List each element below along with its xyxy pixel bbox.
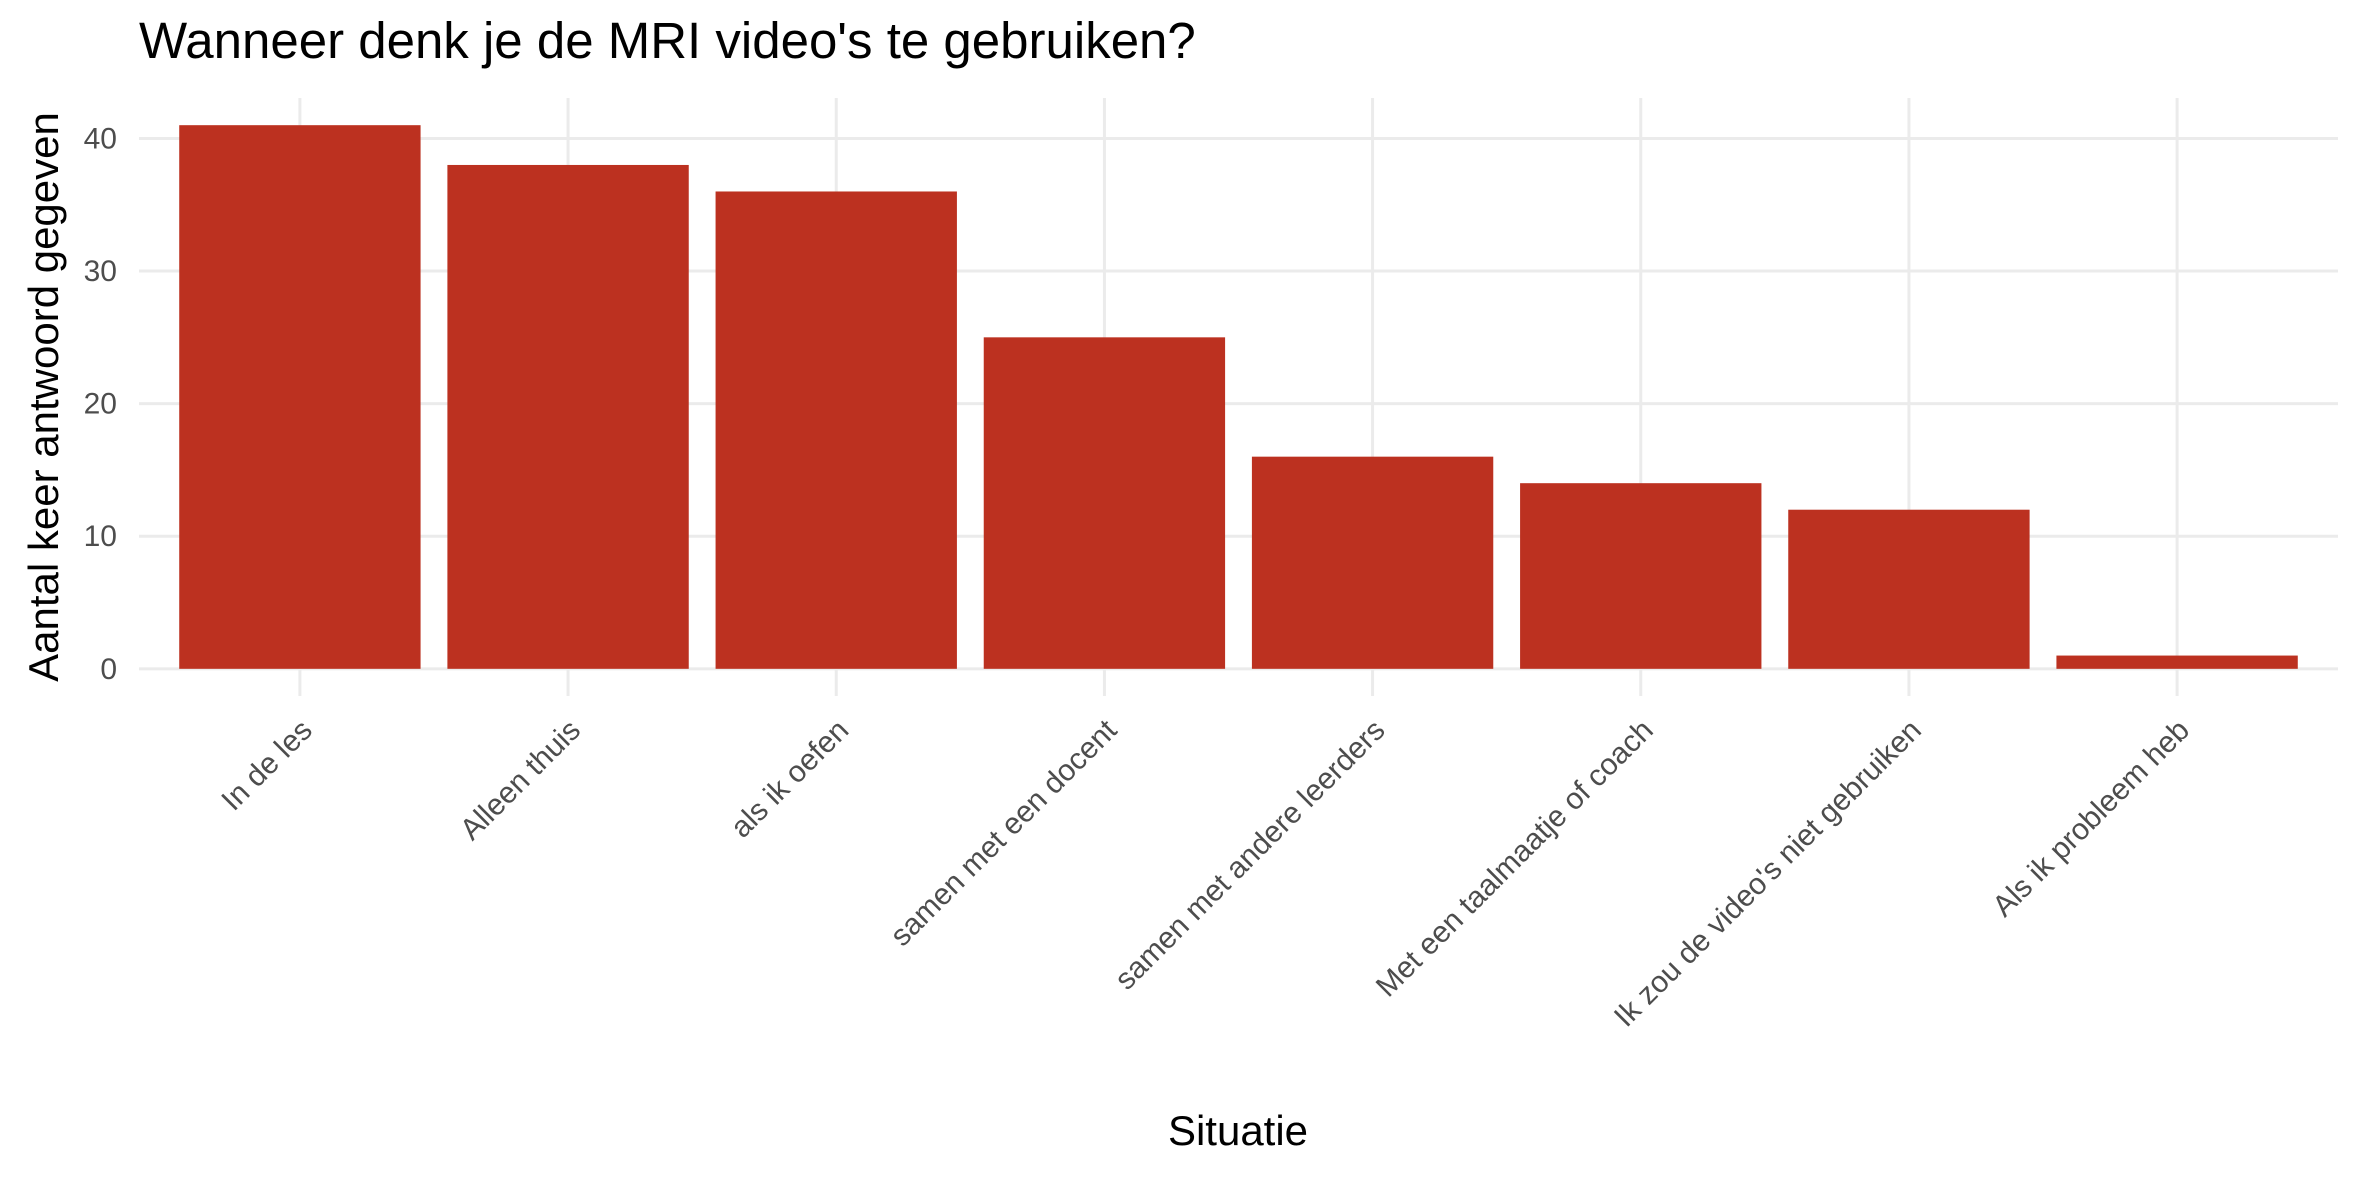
bar — [1788, 509, 2030, 669]
y-tick-label: 20 — [84, 388, 117, 421]
y-tick-label: 30 — [84, 255, 117, 288]
bar — [179, 125, 421, 669]
y-tick-label: 0 — [100, 653, 117, 686]
x-tick-label: Alleen thuis — [454, 714, 587, 847]
bar — [2056, 655, 2298, 669]
bar — [715, 191, 957, 669]
y-axis-title: Aantal keer antwoord gegeven — [20, 112, 67, 682]
x-axis-title: Situatie — [1168, 1107, 1308, 1154]
x-tick-label: als ik oefen — [725, 714, 856, 845]
x-tick-label: Met een taalmaatje of coach — [1370, 714, 1660, 1004]
x-tick-label: samen met een docent — [884, 713, 1124, 953]
x-tick-label: Als ik probleem heb — [1986, 714, 2196, 924]
bar — [1520, 483, 1762, 669]
bar — [983, 337, 1226, 669]
chart-title: Wanneer denk je de MRI video's te gebrui… — [139, 12, 1196, 69]
bar — [447, 164, 689, 669]
bar — [1251, 456, 1494, 669]
x-tick-label: Ik zou de video's niet gebruiken — [1608, 714, 1928, 1034]
x-tick-label: samen met andere leerders — [1109, 714, 1392, 997]
y-tick-label: 10 — [84, 520, 117, 553]
x-tick-label: In de les — [215, 714, 319, 818]
y-tick-label: 40 — [84, 122, 117, 155]
